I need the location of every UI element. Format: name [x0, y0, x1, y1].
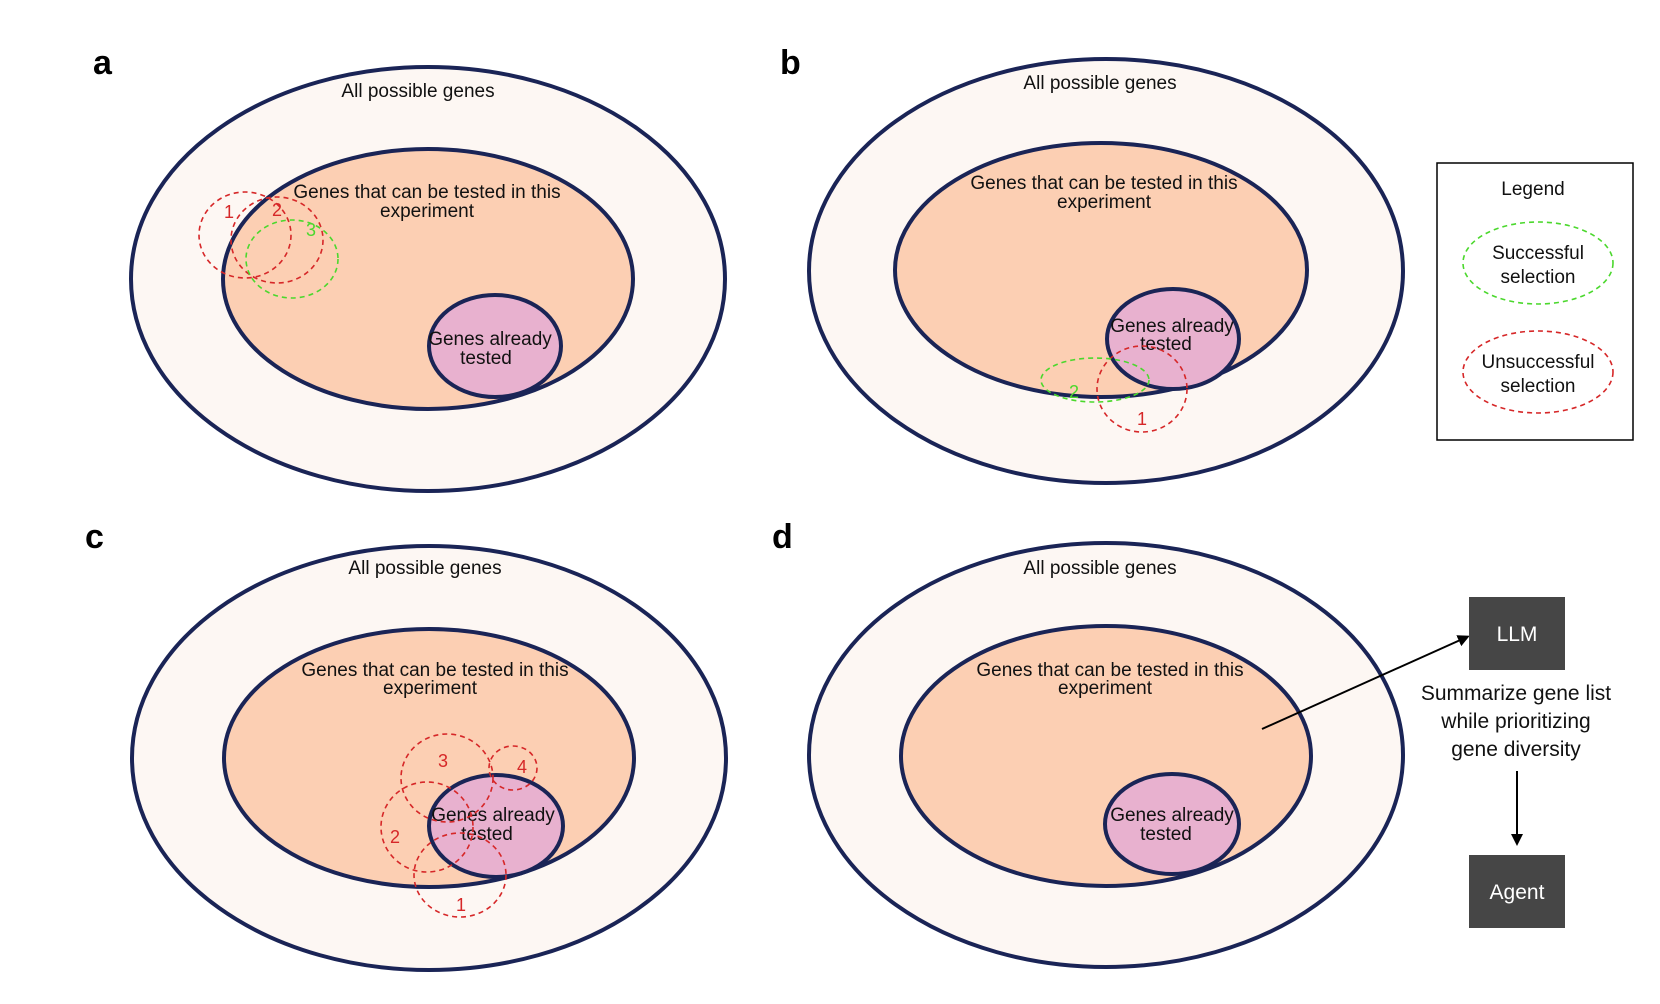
panel-b: b All possible genes Genes that can be t…	[780, 44, 1405, 485]
selection-number: 2	[272, 200, 282, 220]
all-genes-label: All possible genes	[348, 558, 501, 579]
testable-label-line1: Genes that can be tested in this	[976, 660, 1243, 681]
unsuccessful-selection-circle	[380, 781, 474, 873]
tested-label-line2: tested	[1140, 824, 1192, 845]
selection-number: 2	[390, 827, 400, 847]
panel-d: d All possible genes Genes that can be t…	[772, 518, 1611, 969]
all-genes-label: All possible genes	[1023, 73, 1176, 94]
tested-label-line1: Genes already	[428, 329, 552, 350]
legend-unsuccessful-label-line2: selection	[1501, 376, 1576, 397]
selection-number: 1	[1137, 409, 1147, 429]
panel-letter-b: b	[780, 44, 801, 82]
unsuccessful-selection-circle	[400, 733, 494, 823]
unsuccessful-selection-circle	[488, 745, 538, 791]
selection-number: 1	[456, 895, 466, 915]
all-genes-label: All possible genes	[341, 81, 494, 102]
pipeline-caption-line3: gene diversity	[1451, 738, 1581, 761]
panel-c: c All possible genes Genes that can be t…	[85, 518, 728, 972]
successful-selection-circle	[1040, 357, 1150, 403]
unsuccessful-selection-circle	[230, 196, 324, 284]
testable-label-line1: Genes that can be tested in this	[970, 173, 1237, 194]
selection-number: 2	[1069, 382, 1079, 402]
selection-number: 1	[224, 202, 234, 222]
tested-label-line1: Genes already	[1110, 316, 1234, 337]
selection-number: 3	[306, 220, 316, 240]
pipeline-caption-line1: Summarize gene list	[1421, 682, 1611, 705]
testable-label-line2: experiment	[380, 201, 475, 222]
tested-label-line2: tested	[1140, 334, 1192, 355]
arrow-to-llm	[1261, 635, 1470, 730]
legend-successful-label-line1: Successful	[1492, 243, 1584, 264]
tested-genes-ellipse	[427, 293, 563, 399]
legend-successful-label-line2: selection	[1501, 267, 1576, 288]
unsuccessful-selection-circle	[1096, 345, 1188, 433]
tested-label-line2: tested	[461, 824, 513, 845]
testable-label-line2: experiment	[1058, 678, 1153, 699]
tested-label-line1: Genes already	[431, 805, 555, 826]
testable-label-line1: Genes that can be tested in this	[293, 182, 560, 203]
tested-label-line2: tested	[460, 348, 512, 369]
agent-label: Agent	[1490, 881, 1545, 904]
llm-label: LLM	[1497, 623, 1538, 646]
successful-selection-circle	[245, 219, 339, 299]
all-genes-label: All possible genes	[1023, 558, 1176, 579]
pipeline-caption-line2: while prioritizing	[1440, 710, 1590, 733]
selection-number: 4	[517, 757, 527, 777]
selection-number: 3	[438, 751, 448, 771]
panel-letter-c: c	[85, 518, 104, 556]
testable-label-line1: Genes that can be tested in this	[301, 660, 568, 681]
legend-successful-swatch	[1462, 221, 1614, 305]
panel-a: a All possible genes Genes that can be t…	[93, 44, 727, 493]
legend-unsuccessful-label-line1: Unsuccessful	[1482, 352, 1595, 373]
testable-label-line2: experiment	[1057, 192, 1152, 213]
panel-letter-a: a	[93, 44, 113, 82]
llm-box	[1469, 597, 1565, 670]
agent-box	[1469, 855, 1565, 928]
legend-unsuccessful-swatch	[1462, 330, 1614, 414]
panel-letter-d: d	[772, 518, 793, 556]
tested-genes-ellipse	[1103, 772, 1241, 876]
unsuccessful-selection-circle	[413, 832, 507, 918]
tested-label-line1: Genes already	[1110, 805, 1234, 826]
legend: Legend Successful selection Unsuccessful…	[1436, 162, 1634, 441]
tested-genes-ellipse	[427, 773, 565, 879]
unsuccessful-selection-circle	[198, 191, 292, 279]
legend-box	[1436, 162, 1634, 441]
tested-genes-ellipse	[1105, 287, 1241, 391]
testable-label-line2: experiment	[383, 678, 478, 699]
legend-title: Legend	[1501, 179, 1564, 200]
